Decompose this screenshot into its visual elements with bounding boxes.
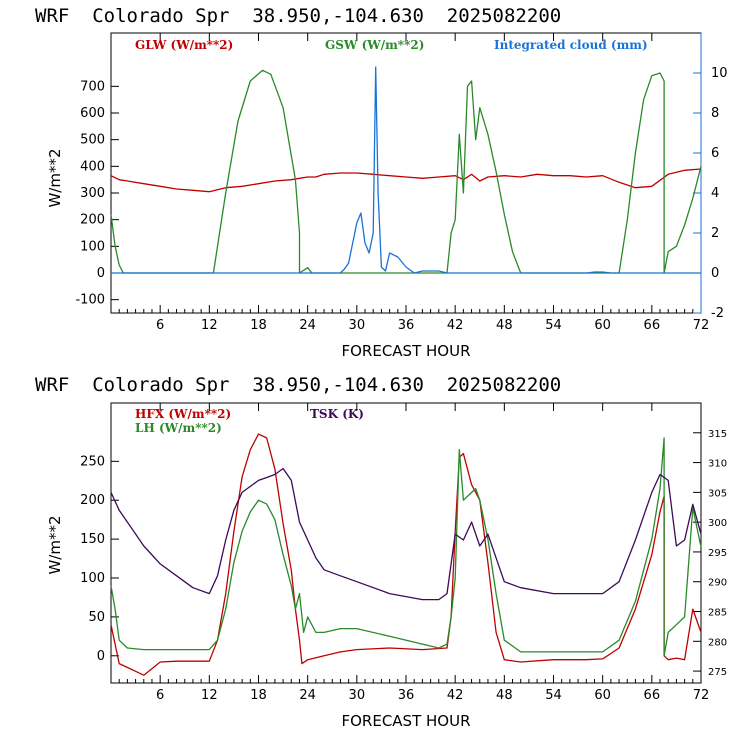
y-tick-label: 300 <box>80 186 105 201</box>
y-tick-label: 600 <box>80 106 105 121</box>
y-tick-label: 150 <box>80 532 105 547</box>
y-tick-label: 0 <box>97 266 105 281</box>
x-tick-label: 60 <box>594 688 611 703</box>
x-tick-label: 48 <box>496 318 513 333</box>
y2-tick-label: 10 <box>711 66 728 81</box>
legend-hfx: HFX (W/m**2) <box>135 407 231 421</box>
series-line-1 <box>110 168 702 193</box>
y-tick-label: 500 <box>80 133 105 148</box>
y2-tick-label: 285 <box>708 608 727 619</box>
chart-title: WRF Colorado Spr 38.950,-104.630 2025082… <box>35 374 561 396</box>
plot-frame <box>110 32 702 314</box>
x-tick-label: 72 <box>693 318 710 333</box>
panel-fluxes: WRF Colorado Spr 38.950,-104.630 2025082… <box>35 374 727 730</box>
y2-tick-label: 6 <box>711 146 719 161</box>
y2-tick-label: -2 <box>711 306 724 321</box>
x-tick-label: 6 <box>156 318 164 333</box>
x-tick-label: 18 <box>250 318 267 333</box>
y2-tick-label: 295 <box>708 548 727 559</box>
y2-tick-label: 8 <box>711 106 719 121</box>
x-tick-label: 54 <box>545 318 562 333</box>
y-tick-label: 50 <box>88 610 105 625</box>
y-tick-label: 100 <box>80 571 105 586</box>
y2-tick-label: 315 <box>708 429 727 440</box>
x-tick-label: 30 <box>349 318 366 333</box>
plot-frame <box>110 402 702 684</box>
y-tick-label: 400 <box>80 159 105 174</box>
legend-glw: GLW (W/m**2) <box>135 38 233 52</box>
legend-cloud: Integrated cloud (mm) <box>494 38 648 52</box>
y2-tick-label: 300 <box>708 518 727 529</box>
y-tick-label: 100 <box>80 239 105 254</box>
y2-tick-label: 275 <box>708 667 727 678</box>
x-axis-label: FORECAST HOUR <box>341 712 470 730</box>
y2-tick-label: 310 <box>708 459 727 470</box>
legend-gsw: GSW (W/m**2) <box>325 38 424 52</box>
y-tick-label: 200 <box>80 213 105 228</box>
x-tick-label: 72 <box>693 688 710 703</box>
x-tick-label: 30 <box>349 688 366 703</box>
legend-lh: LH (W/m**2) <box>135 421 222 435</box>
x-tick-label: 42 <box>447 318 464 333</box>
y2-tick-label: 290 <box>708 578 727 589</box>
y-tick-label: -100 <box>75 293 105 308</box>
y2-tick-label: 2 <box>711 226 719 241</box>
x-tick-label: 36 <box>398 688 415 703</box>
x-tick-label: 36 <box>398 318 415 333</box>
x-tick-label: 18 <box>250 688 267 703</box>
x-tick-label: 6 <box>156 688 164 703</box>
x-tick-label: 12 <box>201 688 218 703</box>
y-tick-label: 0 <box>97 649 105 664</box>
x-axis-label: FORECAST HOUR <box>341 342 470 360</box>
series-line-1 <box>110 433 702 676</box>
series-line-2 <box>110 69 702 274</box>
x-tick-label: 12 <box>201 318 218 333</box>
x-tick-label: 24 <box>299 688 316 703</box>
series-line-3 <box>111 66 701 274</box>
x-tick-label: 24 <box>299 318 316 333</box>
y2-tick-label: 4 <box>711 186 719 201</box>
series-line-2 <box>110 437 702 657</box>
y-axis-label: W/m**2 <box>46 515 64 574</box>
y2-tick-label: 305 <box>708 488 727 499</box>
y2-tick-label: 0 <box>711 266 719 281</box>
y-axis-label: W/m**2 <box>46 148 64 207</box>
x-tick-label: 66 <box>644 318 661 333</box>
x-tick-label: 48 <box>496 688 513 703</box>
series-line-3 <box>110 467 702 601</box>
x-tick-label: 66 <box>644 688 661 703</box>
legend-tsk: TSK (K) <box>310 407 364 421</box>
x-tick-label: 42 <box>447 688 464 703</box>
y-tick-label: 250 <box>80 454 105 469</box>
y-tick-label: 200 <box>80 493 105 508</box>
panel-radiation: WRF Colorado Spr 38.950,-104.630 2025082… <box>35 5 728 360</box>
chart-title: WRF Colorado Spr 38.950,-104.630 2025082… <box>35 5 561 27</box>
y-tick-label: 700 <box>80 79 105 94</box>
x-tick-label: 60 <box>594 318 611 333</box>
x-tick-label: 54 <box>545 688 562 703</box>
y2-tick-label: 280 <box>708 637 727 648</box>
